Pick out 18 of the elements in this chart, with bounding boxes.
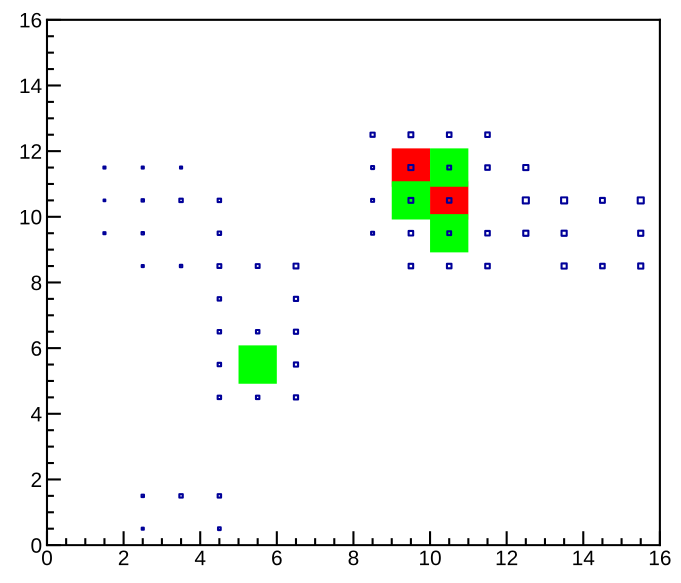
x-tick-label: 2	[118, 550, 128, 566]
y-tick-label: 12	[20, 144, 42, 159]
y-tick-label: 2	[32, 472, 42, 487]
y-tick-label: 6	[32, 341, 42, 356]
y-tick-label: 8	[31, 275, 42, 290]
x-tick-label: 0	[42, 550, 52, 566]
x-tick-label: 8	[348, 550, 358, 566]
y-tick-label: 14	[20, 78, 42, 94]
x-tick-label: 10	[420, 550, 441, 566]
y-tick-label: 10	[20, 210, 42, 225]
y-tick-label: 4	[31, 407, 42, 422]
x-tick-label: 12	[496, 550, 518, 566]
x-tick-label: 14	[573, 550, 594, 566]
x-tick-label: 4	[194, 550, 206, 566]
x-tick-label: 16	[650, 550, 671, 566]
x-tick-label: 6	[272, 550, 282, 566]
y-tick-label: 0	[31, 538, 42, 553]
y-tick-label: 16	[20, 12, 42, 28]
